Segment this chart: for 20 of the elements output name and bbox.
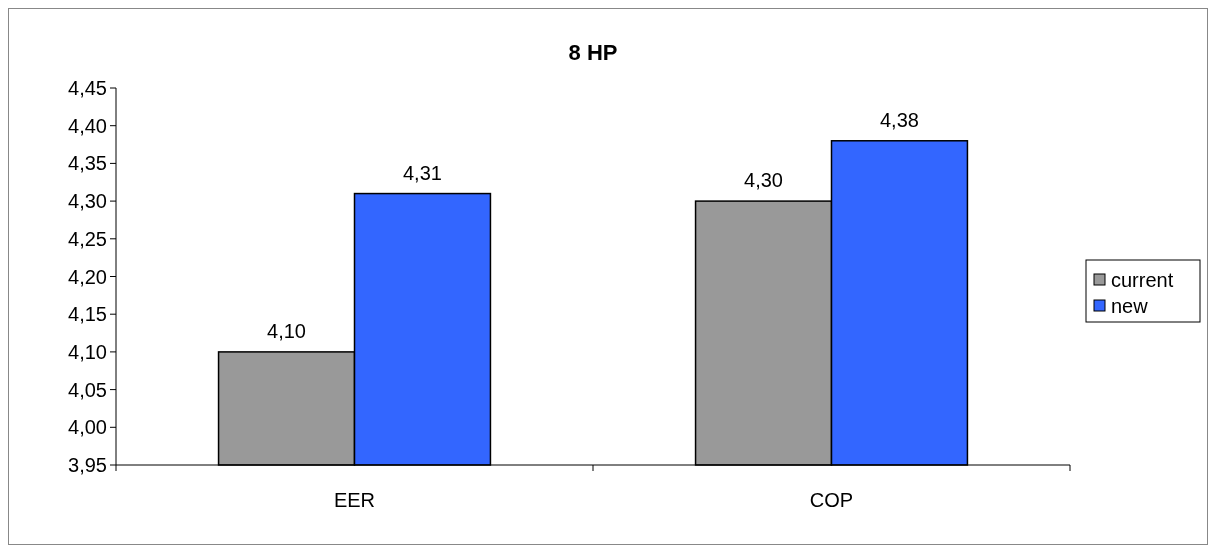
legend-label: new xyxy=(1111,295,1149,317)
legend-label: current xyxy=(1111,269,1174,291)
y-tick-label: 4,30 xyxy=(68,190,107,213)
y-tick-label: 4,45 xyxy=(68,77,107,99)
data-label: 4,30 xyxy=(744,169,783,192)
y-tick-label: 4,10 xyxy=(68,340,107,363)
x-tick-label: EER xyxy=(333,489,376,511)
data-label: 4,38 xyxy=(880,108,919,131)
data-label: 4,10 xyxy=(267,319,306,342)
y-tick-label: 3,95 xyxy=(68,454,107,476)
chart-title: 8 HP xyxy=(568,40,618,65)
data-label: 4,31 xyxy=(403,161,442,184)
x-tick-label: COP xyxy=(809,489,854,511)
y-tick-label: 4,35 xyxy=(68,152,107,175)
y-tick-label: 4,00 xyxy=(68,416,107,439)
y-tick-label: 4,05 xyxy=(68,378,107,401)
y-tick-label: 4,15 xyxy=(68,303,107,326)
y-tick-label: 4,25 xyxy=(68,227,107,250)
y-tick-label: 4,40 xyxy=(68,114,107,137)
y-tick-label: 4,20 xyxy=(68,265,107,288)
